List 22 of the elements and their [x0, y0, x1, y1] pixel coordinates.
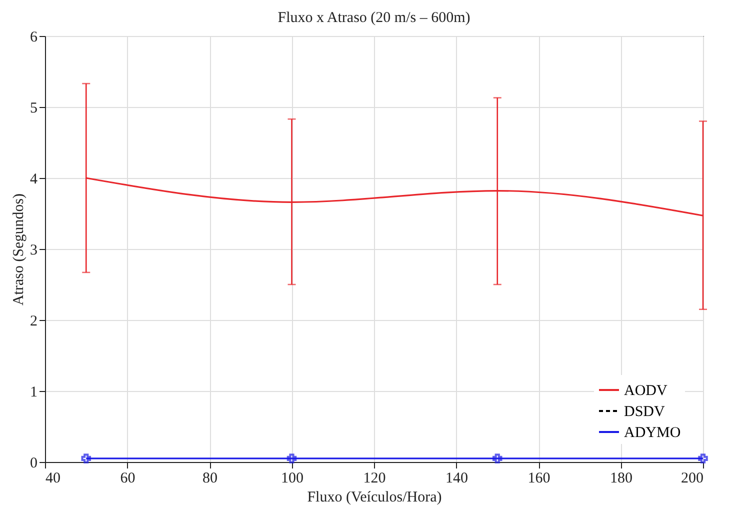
x-tick-label: 160	[528, 470, 550, 486]
y-tick-label: 0	[30, 456, 38, 472]
y-axis-title: Atraso (Segundos)	[11, 193, 27, 306]
legend-label: AODV	[624, 383, 668, 399]
y-tick-label: 6	[30, 30, 38, 46]
legend-label: DSDV	[624, 404, 666, 420]
x-tick-label: 60	[120, 470, 136, 486]
x-tick-label: 100	[281, 470, 304, 486]
y-tick-label: 4	[30, 172, 38, 188]
legend-label: ADYMO	[624, 425, 681, 441]
x-axis-title: Fluxo (Veículos/Hora)	[307, 490, 442, 506]
y-tick-label: 5	[30, 100, 38, 116]
y-tick-label: 1	[30, 384, 38, 400]
x-tick-label: 200	[681, 470, 704, 486]
x-tick-label: 40	[46, 470, 60, 486]
y-tick-label: 2	[30, 314, 38, 330]
x-tick-label: 80	[202, 470, 218, 486]
y-tick-label: 3	[30, 242, 38, 258]
chart-title: Fluxo x Atraso (20 m/s – 600m)	[278, 10, 470, 26]
x-tick-label: 180	[610, 470, 632, 486]
x-tick-label: 140	[446, 470, 468, 486]
x-tick-label: 120	[363, 470, 386, 486]
